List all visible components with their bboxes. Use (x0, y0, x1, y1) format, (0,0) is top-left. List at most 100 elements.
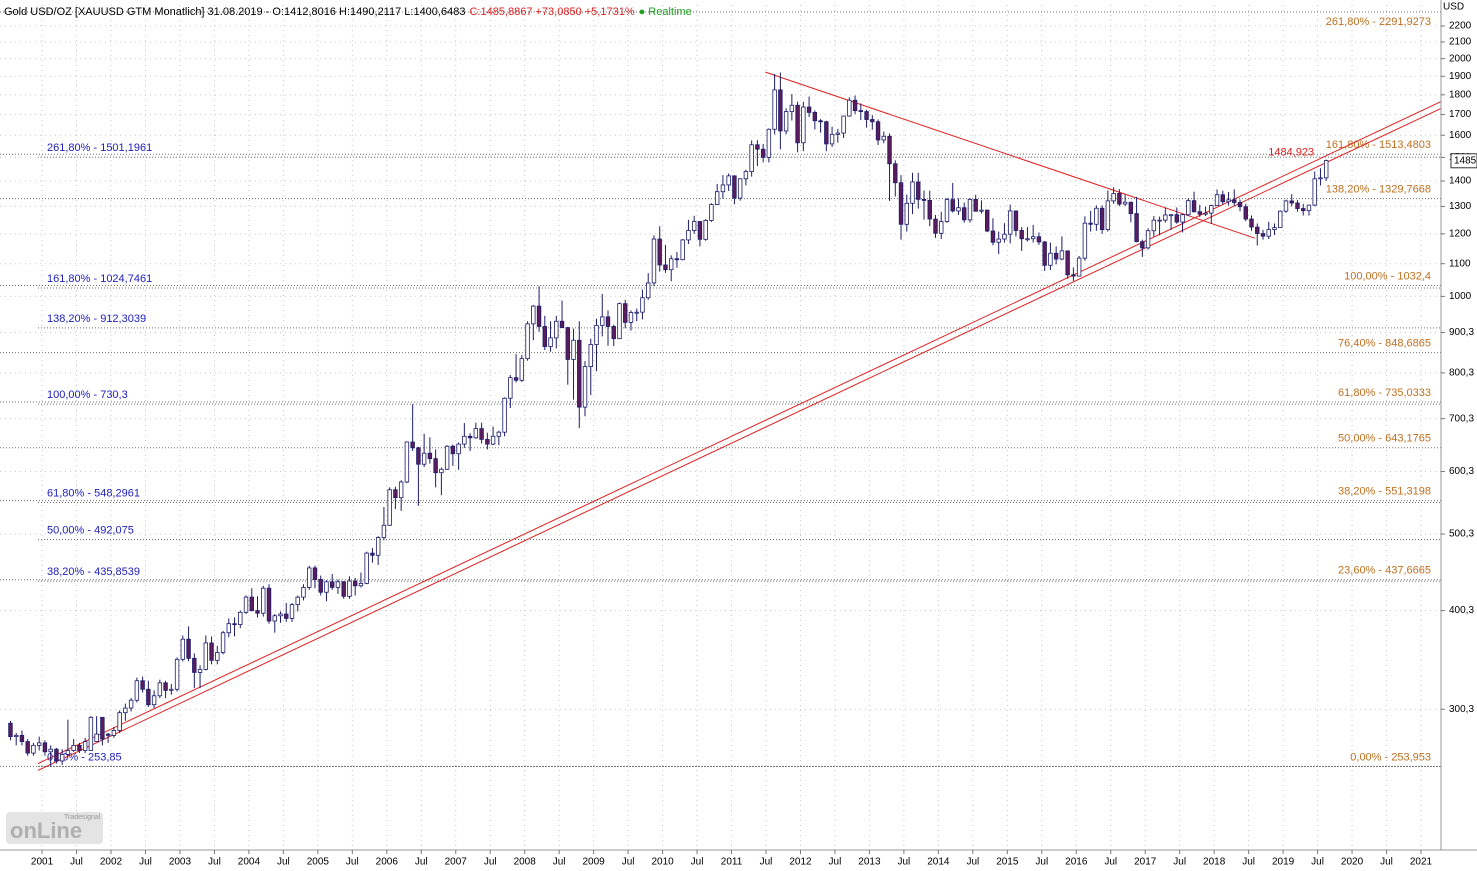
candle-body (760, 148, 766, 158)
x-tick-label: 2017 (1134, 857, 1157, 868)
x-tick-label: Jul (484, 857, 497, 868)
candle-body (1094, 207, 1099, 225)
candle-body (94, 733, 99, 742)
candle-body (548, 337, 553, 347)
fib-label: 161,80% - 1513,4803 (1326, 139, 1431, 151)
candle-body (1117, 193, 1122, 205)
y-tick-label: 1900 (1449, 71, 1472, 82)
candle-body (571, 339, 576, 360)
candle-body (554, 320, 559, 339)
candle-body (663, 264, 668, 271)
candle-body (939, 221, 944, 234)
header: Gold USD/OZ [XAUUSD GTM Monatlich] 31.08… (4, 6, 692, 18)
y-tick-label: 900,3 (1449, 327, 1474, 338)
y-tick-label: 1200 (1449, 229, 1472, 240)
y-tick-label: 400,3 (1449, 605, 1474, 616)
trend-line (37, 107, 1442, 771)
candle-body (134, 680, 140, 701)
candle-body (479, 428, 484, 440)
candle-body (410, 441, 415, 449)
candle-body (1278, 210, 1283, 229)
candle-body (933, 218, 938, 234)
fib-label: 76,40% - 848,6865 (1338, 338, 1431, 350)
candle-body (1088, 222, 1093, 225)
candle-body (962, 207, 967, 221)
candle-body (1048, 252, 1053, 266)
candle-body (266, 587, 272, 622)
candle-body (812, 112, 818, 122)
y-tick-label: 1800 (1449, 89, 1472, 100)
candle-body (1260, 233, 1266, 237)
candle-body (1191, 200, 1197, 213)
candle-body (341, 581, 346, 597)
candle-body (916, 181, 921, 200)
candle-body (628, 312, 634, 323)
x-tick-label: Jul (898, 857, 911, 868)
candle-body (594, 324, 599, 345)
candle-body (508, 377, 513, 399)
candle-body (1289, 200, 1294, 204)
candle-body (496, 431, 502, 437)
x-tick-label: Jul (277, 857, 290, 868)
candle-body (335, 581, 341, 588)
y-tick-label: 2100 (1449, 37, 1472, 48)
candle-body (128, 699, 134, 709)
y-tick-label: 700,3 (1449, 413, 1474, 424)
candle-body (387, 489, 392, 526)
candle-body (674, 258, 680, 261)
y-tick-label: 1700 (1449, 109, 1472, 120)
candle-body (1042, 241, 1047, 266)
candle-body (829, 133, 835, 145)
candle-body (513, 377, 519, 381)
candle-body (732, 175, 737, 199)
x-tick-label: 2021 (1410, 857, 1433, 868)
candle-body (1168, 214, 1174, 217)
candle-body (1209, 205, 1214, 214)
candle-body (324, 581, 329, 593)
candle-body (927, 199, 932, 220)
candle-body (1019, 230, 1024, 240)
candle-body (261, 587, 266, 614)
last-price-box (1450, 153, 1477, 169)
candle-body (174, 658, 180, 690)
candle-body (502, 397, 507, 433)
candle-body (312, 567, 318, 580)
fib-label: 138,20% - 1329,7668 (1326, 184, 1431, 196)
candle-body (416, 447, 421, 465)
candle-body (375, 537, 381, 556)
candle-body (284, 613, 289, 619)
candle-body (835, 132, 841, 135)
x-tick-label: Jul (1311, 857, 1324, 868)
candle-body (531, 305, 536, 325)
candle-body (870, 119, 875, 123)
candle-body (680, 239, 685, 261)
candle-body (1025, 238, 1030, 241)
candle-body (806, 106, 812, 113)
candle-body (582, 366, 588, 408)
candle-body (525, 323, 530, 360)
candle-body (295, 596, 300, 606)
candle-body (140, 680, 145, 690)
y-tick-label: 800,3 (1449, 368, 1474, 379)
candle-body (1036, 236, 1042, 243)
candle-body (358, 583, 364, 587)
candle-body (801, 106, 806, 144)
candle-body (737, 178, 743, 199)
candle-body (1295, 202, 1300, 209)
candle-body (8, 722, 13, 737)
candle-body (1134, 213, 1139, 243)
candle-body (439, 468, 444, 474)
trend-lines (37, 71, 1442, 771)
candle-body (634, 311, 639, 314)
candle-body (1318, 177, 1323, 180)
candle-body (979, 209, 984, 212)
candles: 1484,923 (8, 72, 1329, 767)
candle-body (956, 207, 961, 212)
candle-body (646, 282, 651, 299)
candle-body (1197, 211, 1202, 215)
candle-body (1065, 250, 1070, 276)
candle-body (565, 327, 570, 360)
candle-body (88, 716, 94, 751)
